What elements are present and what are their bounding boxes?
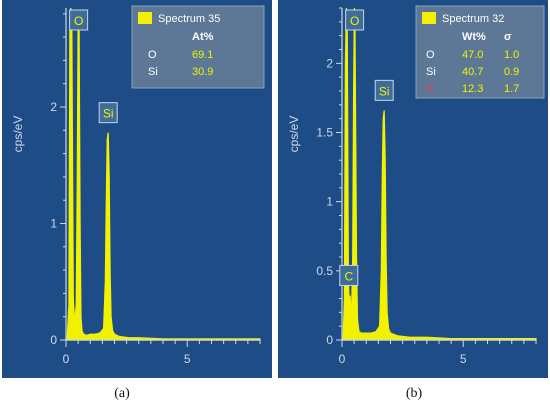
y-tick-label: 1	[326, 195, 333, 209]
legend-value: 47.0	[462, 49, 483, 61]
y-axis-label: cps/eV	[287, 116, 301, 153]
y-tick-label: 1.5	[316, 126, 333, 140]
legend-box	[131, 5, 265, 89]
peak-label-c: C	[339, 264, 359, 286]
peak-label-box	[69, 9, 89, 31]
y-tick-label: 2	[50, 100, 57, 114]
peak-label-text: Si	[103, 107, 114, 121]
legend-element-si: Si	[426, 66, 436, 78]
y-tick-label: 2	[326, 56, 333, 70]
peak-label-o: O	[69, 9, 89, 31]
legend-value: 69.1	[192, 49, 213, 61]
legend-element-c: C	[426, 83, 434, 95]
x-tick-label: 0	[339, 352, 346, 366]
legend-column-header: σ	[504, 31, 512, 43]
y-axis-label: cps/eV	[11, 116, 25, 153]
caption-a: (a)	[114, 386, 130, 401]
spectrum-chart-b: 0 0.5 1 1.5 2 0 5 cps/eV C O Si Spectrum 32 Wt% σ O 47.…	[278, 0, 548, 378]
x-tick-label: 5	[184, 352, 191, 366]
y-tick-label: 0	[50, 333, 57, 347]
legend-swatch	[422, 12, 436, 24]
legend-value: 1.7	[504, 83, 519, 95]
spectrum-series-1	[341, 7, 537, 341]
peak-label-text: C	[344, 269, 353, 283]
legend-column-header: Wt%	[462, 31, 486, 43]
spectrum-series-1	[65, 7, 261, 341]
legend-element-o: O	[148, 49, 157, 61]
peak-label-box	[339, 264, 359, 286]
legend-value: 40.7	[462, 66, 483, 78]
legend-value: 12.3	[462, 83, 483, 95]
legend: Spectrum 35 At% O 69.1 Si 30.9	[131, 5, 265, 89]
spectrum-panel-b: 0 0.5 1 1.5 2 0 5 cps/eV C O Si Spectrum 32 Wt% σ O 47.…	[278, 0, 548, 378]
legend-element-o: O	[426, 49, 435, 61]
legend-value: 1.0	[504, 49, 519, 61]
caption-b: (b)	[405, 386, 423, 401]
y-tick-label: 1	[50, 217, 57, 231]
peak-label-box	[98, 102, 118, 124]
x-tick-label: 5	[460, 352, 467, 366]
peak-label-si: Si	[374, 79, 394, 101]
y-tick-label: 0	[326, 333, 333, 347]
peak-label-text: Si	[379, 84, 390, 98]
legend-value: 30.9	[192, 66, 213, 78]
y-tick-label: 0.5	[316, 264, 333, 278]
peak-label-box	[374, 79, 394, 101]
legend-box	[415, 5, 545, 99]
legend-series-name: Spectrum 32	[442, 13, 504, 25]
peak-label-text: O	[350, 14, 359, 28]
x-tick-label: 0	[63, 352, 70, 366]
legend-element-si: Si	[148, 66, 158, 78]
peak-label-o: O	[345, 9, 365, 31]
legend-swatch	[138, 12, 152, 24]
peak-label-si: Si	[98, 102, 118, 124]
legend: Spectrum 32 Wt% σ O 47.0 1.0 Si 40.7 0.9 C 12.3 1.7	[415, 5, 545, 99]
spectrum-panel-a: 0 1 2 0 5 cps/eV O Si Spectrum 35 At% O 69.1 Si 30.9	[2, 0, 272, 378]
peak-label-text: O	[74, 14, 83, 28]
peak-label-box	[345, 9, 365, 31]
legend-value: 0.9	[504, 66, 519, 78]
spectrum-chart-a: 0 1 2 0 5 cps/eV O Si Spectrum 35 At% O 69.1 Si 30.9	[2, 0, 272, 378]
legend-series-name: Spectrum 35	[158, 13, 220, 25]
legend-column-header: At%	[192, 31, 214, 43]
